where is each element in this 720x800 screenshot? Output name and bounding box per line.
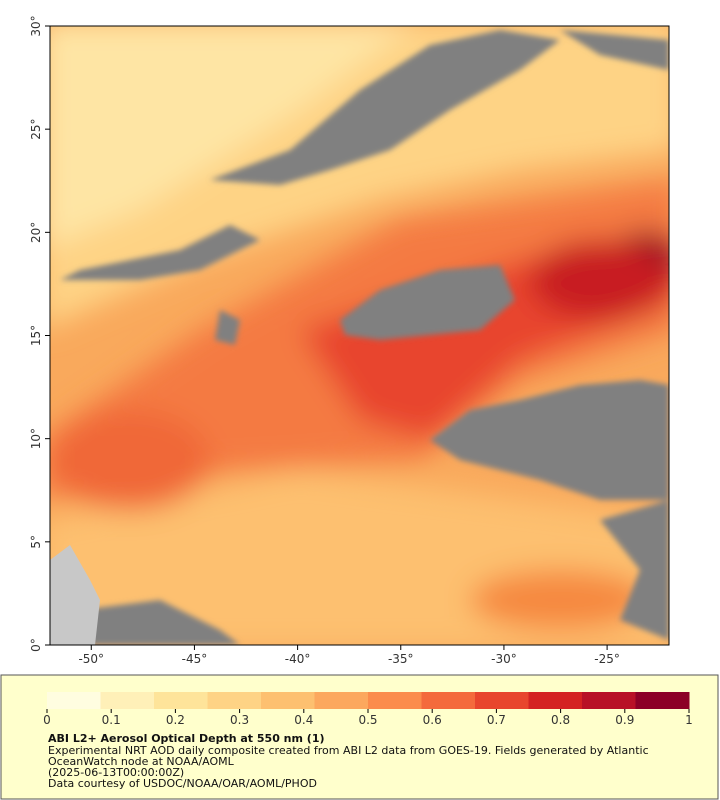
colorbar-segment bbox=[261, 692, 315, 709]
y-tick-label: 15° bbox=[29, 325, 43, 346]
colorbar-segment bbox=[582, 692, 636, 709]
aod-raster bbox=[50, 26, 669, 645]
colorbar-segment bbox=[47, 692, 101, 709]
colorbar-tick-label: 1 bbox=[685, 713, 693, 727]
colorbar-segment bbox=[314, 692, 369, 709]
x-tick-label: -50° bbox=[78, 652, 104, 666]
x-tick-label: -45° bbox=[182, 652, 208, 666]
colorbar-tick-label: 0.6 bbox=[423, 713, 442, 727]
y-tick-label: 25° bbox=[29, 119, 43, 140]
colorbar-tick-label: 0.1 bbox=[102, 713, 121, 727]
description-line: OceanWatch node at NOAA/AOML bbox=[48, 755, 235, 768]
description-line: Experimental NRT AOD daily composite cre… bbox=[48, 744, 649, 757]
colorbar-tick-label: 0 bbox=[43, 713, 51, 727]
colorbar-tick-label: 0.5 bbox=[358, 713, 377, 727]
colorbar: 0 0.1 0.2 0.3 0.4 0.5 0.6 0.7 0.8 0.9 1 bbox=[43, 692, 693, 727]
colorbar-tick-label: 0.9 bbox=[615, 713, 634, 727]
x-tick-label: -25° bbox=[594, 652, 620, 666]
colorbar-tick-label: 0.2 bbox=[166, 713, 185, 727]
colorbar-segment bbox=[207, 692, 262, 709]
colorbar-tick-label: 0.3 bbox=[230, 713, 249, 727]
colorbar-segment bbox=[475, 692, 529, 709]
y-tick-label: 0° bbox=[29, 638, 43, 652]
colorbar-segment bbox=[154, 692, 208, 709]
colorbar-segment bbox=[100, 692, 155, 709]
axes: -50° -45° -40° -35° -30° -25° 0° 5° 10° 15° 20° 25°… bbox=[29, 15, 620, 666]
colorbar-segment bbox=[528, 692, 583, 709]
colorbar-segment bbox=[635, 692, 690, 709]
colorbar-segment bbox=[368, 692, 422, 709]
timestamp: (2025-06-13T00:00:00Z) bbox=[48, 766, 184, 779]
x-tick-label: -40° bbox=[285, 652, 311, 666]
colorbar-tick-label: 0.4 bbox=[294, 713, 313, 727]
y-tick-label: 20° bbox=[29, 222, 43, 243]
x-tick-label: -30° bbox=[491, 652, 517, 666]
x-tick-label: -35° bbox=[388, 652, 414, 666]
credit: Data courtesy of USDOC/NOAA/OAR/AOML/PHO… bbox=[48, 777, 317, 790]
colorbar-segment bbox=[421, 692, 476, 709]
y-tick-label: 10° bbox=[29, 428, 43, 449]
legend-title: ABI L2+ Aerosol Optical Depth at 550 nm … bbox=[48, 732, 325, 745]
colorbar-tick-label: 0.8 bbox=[551, 713, 570, 727]
y-tick-label: 30° bbox=[29, 15, 43, 36]
colorbar-tick-label: 0.7 bbox=[487, 713, 506, 727]
y-tick-label: 5° bbox=[29, 535, 43, 549]
